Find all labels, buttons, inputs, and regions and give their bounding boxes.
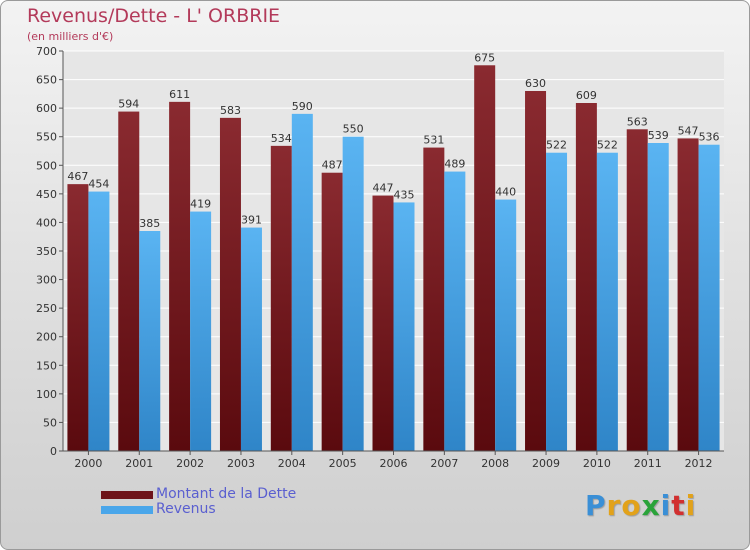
bar-revenus (698, 144, 720, 451)
x-tick-label: 2008 (481, 457, 509, 470)
y-tick-label: 200 (36, 331, 57, 344)
data-label-revenus: 385 (139, 217, 160, 230)
bar-dette (372, 195, 394, 451)
bar-dette (575, 103, 597, 451)
bar-dette (423, 147, 445, 452)
data-label-revenus: 522 (546, 139, 567, 152)
data-label-revenus: 454 (88, 178, 109, 191)
bar-dette (270, 145, 292, 451)
data-label-revenus: 391 (241, 214, 262, 227)
chart-title: Revenus/Dette - L' ORBRIE (27, 5, 281, 27)
bar-dette (169, 101, 191, 451)
bar-revenus (139, 231, 161, 451)
data-label-dette: 583 (220, 104, 241, 117)
bar-revenus (444, 171, 466, 452)
bar-revenus (393, 202, 415, 451)
bar-revenus (291, 113, 313, 451)
logo-letter: x (641, 489, 661, 522)
bar-revenus (342, 136, 364, 451)
legend-label-revenus: Revenus (156, 501, 216, 517)
bar-dette (118, 111, 140, 452)
bar-revenus (190, 211, 212, 451)
data-label-revenus: 435 (394, 188, 415, 201)
x-tick-label: 2009 (532, 457, 560, 470)
bar-dette (626, 129, 648, 452)
y-tick-label: 50 (43, 416, 57, 429)
y-tick-label: 450 (36, 188, 57, 201)
data-label-revenus: 489 (444, 158, 465, 171)
y-tick-label: 650 (36, 74, 57, 87)
bar-dette (67, 184, 89, 451)
legend-swatch-revenus (101, 506, 153, 514)
data-label-dette: 563 (627, 115, 648, 128)
data-label-revenus: 440 (495, 186, 516, 199)
logo-letter: t (671, 489, 686, 522)
x-tick-label: 2001 (125, 457, 153, 470)
y-tick-label: 250 (36, 302, 57, 315)
data-label-dette: 609 (576, 89, 597, 102)
logo-letter: i (685, 489, 697, 522)
x-tick-label: 2006 (380, 457, 408, 470)
legend-label-debt: Montant de la Dette (156, 486, 297, 502)
bar-dette (525, 91, 547, 451)
y-tick-label: 0 (50, 445, 57, 458)
data-label-dette: 630 (525, 77, 546, 90)
y-tick-label: 300 (36, 274, 57, 287)
data-label-dette: 487 (322, 159, 343, 172)
bar-revenus (546, 152, 568, 451)
chart-subtitle: (en milliers d'€) (27, 30, 114, 43)
logo-letter: i (660, 489, 672, 522)
x-tick-label: 2004 (278, 457, 306, 470)
y-tick-label: 500 (36, 159, 57, 172)
x-tick-label: 2012 (685, 457, 713, 470)
data-label-revenus: 536 (699, 131, 720, 144)
y-tick-label: 350 (36, 245, 57, 258)
x-tick-label: 2010 (583, 457, 611, 470)
x-tick-label: 2005 (329, 457, 357, 470)
x-tick-label: 2002 (176, 457, 204, 470)
logo-letter: P (585, 489, 607, 522)
data-label-dette: 531 (423, 134, 444, 147)
x-tick-label: 2007 (430, 457, 458, 470)
y-tick-label: 150 (36, 359, 57, 372)
logo-letter: r (606, 489, 622, 522)
x-tick-label: 2011 (634, 457, 662, 470)
data-label-revenus: 590 (292, 100, 313, 113)
proxiti-logo: Proxiti (585, 489, 696, 522)
bar-revenus (240, 227, 262, 451)
bar-revenus (596, 152, 618, 451)
data-label-dette: 547 (678, 124, 699, 137)
data-label-dette: 447 (373, 182, 394, 195)
data-label-revenus: 522 (597, 139, 618, 152)
y-tick-label: 600 (36, 102, 57, 115)
data-label-revenus: 419 (190, 198, 211, 211)
data-label-dette: 675 (474, 51, 495, 64)
bar-dette (677, 138, 699, 451)
data-label-revenus: 550 (343, 123, 364, 136)
y-tick-label: 700 (36, 45, 57, 58)
bar-dette (219, 117, 241, 451)
y-tick-label: 550 (36, 131, 57, 144)
bar-revenus (495, 199, 517, 451)
data-label-revenus: 539 (648, 129, 669, 142)
bar-revenus (88, 191, 110, 452)
axes: 0 50 100 150 200 250 300 350 400 450 500 550 600 650 7… (36, 45, 724, 470)
data-label-dette: 594 (118, 98, 139, 111)
bar-revenus (647, 143, 669, 451)
y-tick-label: 100 (36, 388, 57, 401)
data-label-dette: 467 (67, 170, 88, 183)
x-tick-label: 2000 (74, 457, 102, 470)
bar-dette (474, 65, 496, 452)
x-tick-label: 2003 (227, 457, 255, 470)
logo-letter: o (621, 489, 642, 522)
legend-swatch-debt (101, 491, 153, 499)
y-tick-label: 400 (36, 216, 57, 229)
data-label-dette: 611 (169, 88, 190, 101)
bars: 4674545943856114195833915345904875504474… (67, 51, 720, 452)
data-label-dette: 534 (271, 132, 292, 145)
bar-dette (321, 172, 343, 451)
